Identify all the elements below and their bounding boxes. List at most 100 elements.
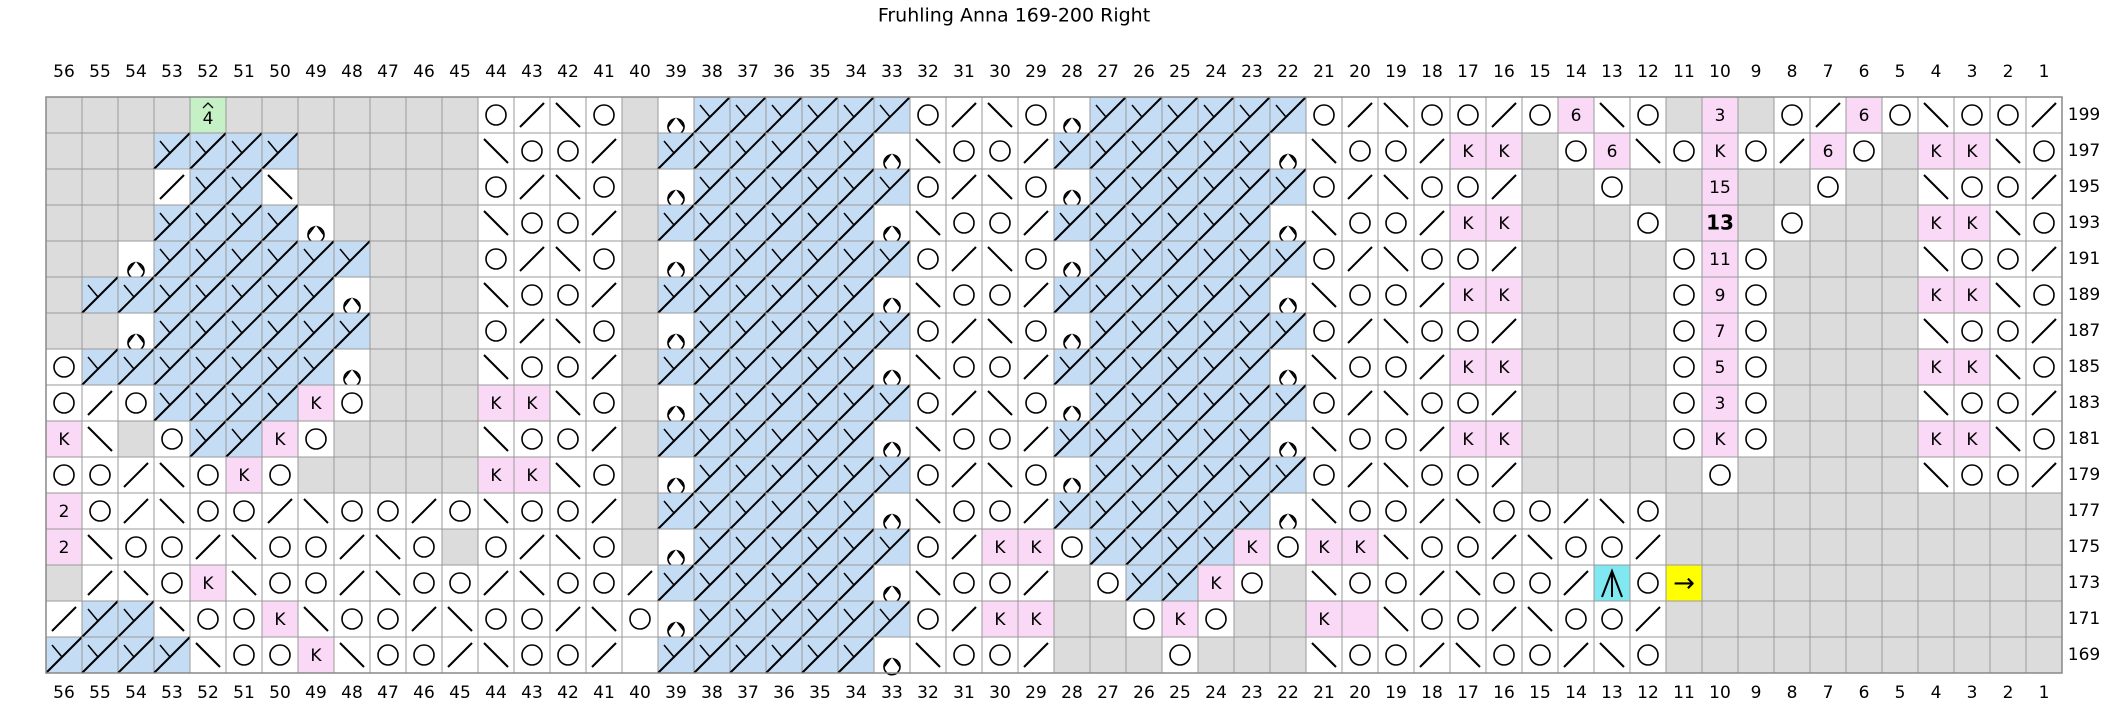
cell-text: K	[1318, 610, 1330, 630]
cell	[1521, 636, 1559, 674]
cell-text: K	[310, 646, 322, 666]
cable	[1161, 168, 1199, 206]
ssk	[1995, 138, 2021, 164]
cable	[765, 348, 803, 386]
ssk	[591, 606, 617, 632]
yarn-over	[1385, 500, 1407, 522]
yarn-over	[1457, 392, 1479, 414]
cable	[153, 276, 191, 314]
ssk	[1995, 210, 2021, 236]
cable	[231, 212, 243, 226]
cell	[1773, 492, 1811, 530]
cell	[1269, 420, 1307, 458]
cell	[621, 204, 659, 242]
yarn-over	[989, 212, 1011, 234]
cell	[153, 564, 191, 602]
cell	[945, 420, 983, 458]
cable	[225, 312, 263, 350]
cell	[1665, 636, 1703, 674]
yarn-over	[1637, 644, 1659, 666]
cable	[159, 284, 171, 298]
column-number: 8	[1787, 683, 1798, 703]
cable	[1269, 312, 1307, 350]
column-number: 9	[1751, 62, 1762, 82]
column-number: 5	[1895, 62, 1906, 82]
cable	[843, 140, 855, 154]
yarn-over	[1961, 392, 1983, 414]
cable	[1233, 276, 1271, 314]
cable	[837, 204, 875, 242]
cell	[1629, 168, 1667, 206]
cell	[441, 132, 479, 170]
cable	[1197, 492, 1235, 530]
yarn-over	[1349, 212, 1371, 234]
cell	[945, 276, 983, 314]
cable	[1125, 312, 1163, 350]
yarn-over	[593, 104, 615, 126]
cable	[1203, 248, 1215, 262]
cell	[477, 384, 515, 422]
column-number: 19	[1385, 62, 1407, 82]
cell	[1593, 348, 1631, 386]
yarn-over	[1997, 248, 2019, 270]
cell	[1521, 276, 1559, 314]
yarn-over	[1601, 608, 1623, 630]
cell	[1773, 420, 1811, 458]
column-number: 26	[1133, 683, 1155, 703]
ssk	[483, 138, 509, 164]
cell	[621, 456, 659, 494]
cell	[1377, 636, 1415, 674]
k2tog	[555, 606, 581, 632]
cable	[1203, 536, 1215, 550]
cable	[771, 248, 783, 262]
yarn-over	[1745, 392, 1767, 414]
cable	[807, 248, 819, 262]
k2tog	[2031, 102, 2057, 128]
ssk	[303, 498, 329, 524]
cell-text: K	[1930, 214, 1942, 234]
cell	[117, 528, 155, 566]
cell	[1881, 276, 1919, 314]
cell	[1773, 276, 1811, 314]
cable	[807, 320, 819, 334]
cell	[1377, 204, 1415, 242]
ssk	[1311, 426, 1337, 452]
cell-text: 4	[203, 109, 214, 129]
cell	[1881, 456, 1919, 494]
column-number: 33	[881, 62, 903, 82]
cable	[1197, 348, 1235, 386]
cell	[1593, 600, 1631, 638]
ssk	[915, 642, 941, 668]
cell	[513, 204, 551, 242]
cell	[369, 420, 407, 458]
ssk	[375, 534, 401, 560]
k2tog	[519, 246, 545, 272]
yarn-over	[2033, 356, 2055, 378]
column-number: 56	[53, 683, 75, 703]
k2tog	[951, 174, 977, 200]
cell	[1485, 636, 1523, 674]
cable	[231, 284, 243, 298]
ssk	[555, 102, 581, 128]
cell	[1665, 240, 1703, 278]
cable	[729, 168, 767, 206]
cell	[2025, 636, 2063, 674]
k2tog	[591, 138, 617, 164]
cell	[1341, 420, 1379, 458]
cell	[1809, 348, 1847, 386]
k2tog	[519, 102, 545, 128]
k2tog	[1347, 462, 1373, 488]
cell	[297, 168, 335, 206]
yarn-over	[593, 464, 615, 486]
cell	[1809, 312, 1847, 350]
cable	[837, 492, 875, 530]
cable	[225, 168, 263, 206]
cell	[1881, 600, 1919, 638]
cell	[1773, 348, 1811, 386]
cell	[369, 168, 407, 206]
cell	[1881, 528, 1919, 566]
yarn-over	[917, 536, 939, 558]
yarn-over	[1745, 284, 1767, 306]
cell	[117, 168, 155, 206]
yarn-over	[1421, 248, 1443, 270]
